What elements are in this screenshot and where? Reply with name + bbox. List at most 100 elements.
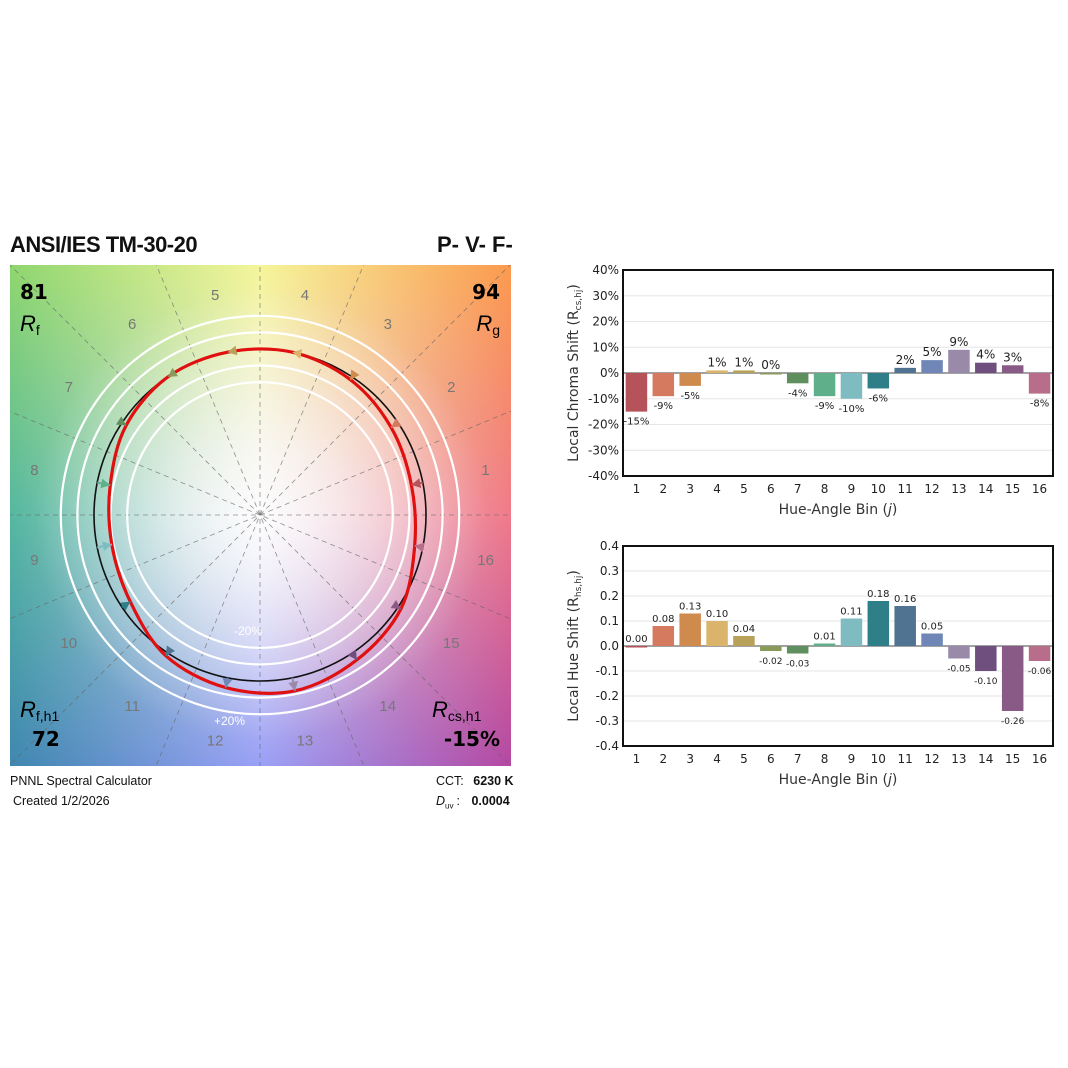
x-tick-label: 4 <box>713 482 721 496</box>
chroma-arrow <box>167 367 179 377</box>
x-tick-label: 11 <box>898 752 913 766</box>
data-label-16: -0.06 <box>1028 667 1052 677</box>
chroma-arrow <box>349 369 360 381</box>
x-tick-label: 8 <box>821 752 829 766</box>
data-label-13: 9% <box>949 335 968 349</box>
x-tick-label: 12 <box>924 752 939 766</box>
spoke-line <box>10 411 511 620</box>
reference-rings <box>59 314 461 716</box>
rcsh1-value: -15% <box>444 727 500 751</box>
bar-11 <box>894 367 916 373</box>
y-tick-label: -20% <box>588 418 619 432</box>
x-axis-label: Hue-Angle Bin (j) <box>779 502 898 518</box>
x-tick-label: 1 <box>633 482 641 496</box>
rg-label: Rg <box>476 311 500 338</box>
bar-7 <box>786 373 809 384</box>
hue-bin-spokes <box>10 265 511 766</box>
bin-label-4: 4 <box>301 287 309 304</box>
bar-3 <box>679 613 701 646</box>
x-tick-label: 14 <box>978 482 993 496</box>
chroma-arrow <box>96 541 113 552</box>
y-tick-label: -40% <box>588 469 619 483</box>
bar-8 <box>813 373 836 397</box>
y-tick-label: -30% <box>588 443 619 457</box>
duv-label: D <box>436 794 446 808</box>
ring-circle <box>126 381 394 649</box>
rf-label: Rf <box>20 311 40 338</box>
bar-6 <box>760 646 782 651</box>
plot-frame <box>622 545 1054 747</box>
y-tick-label: 30% <box>592 289 619 303</box>
bar-4 <box>706 370 728 373</box>
bin-label-5: 5 <box>211 287 219 304</box>
spoke-line <box>156 265 365 766</box>
bar-2 <box>652 373 675 397</box>
y-tick-label: -0.2 <box>596 689 619 703</box>
y-tick-label: 0.3 <box>600 564 619 578</box>
y-tick-label: 20% <box>592 315 619 329</box>
bar-5 <box>733 636 755 646</box>
data-label-14: -0.10 <box>974 677 998 687</box>
bin-label-16: 16 <box>477 552 494 569</box>
ring-label-plus: +20% <box>214 714 245 728</box>
x-tick-label: 3 <box>686 752 694 766</box>
bar-12 <box>921 633 943 646</box>
duv-readout: Duv: 0.0004 <box>436 794 510 811</box>
x-tick-label: 6 <box>767 482 775 496</box>
x-tick-label: 3 <box>686 482 694 496</box>
plot-frame <box>622 269 1054 477</box>
chroma-arrow <box>120 600 131 611</box>
x-tick-label: 11 <box>898 482 913 496</box>
data-label-16: -8% <box>1030 399 1049 410</box>
bar-10 <box>867 373 890 389</box>
x-tick-label: 9 <box>848 752 856 766</box>
created-date: Created 1/2/2026 <box>13 794 110 808</box>
x-tick-label: 15 <box>1005 482 1020 496</box>
bar-1 <box>625 646 648 648</box>
x-tick-label: 15 <box>1005 752 1020 766</box>
chroma-shift-chart: -40%-30%-20%-10%0%10%20%30%40%-15%1-9%2-… <box>566 263 1054 518</box>
bar-4 <box>706 621 728 646</box>
bar-1 <box>625 373 648 412</box>
bar-8 <box>813 643 836 646</box>
data-label-4: 0.10 <box>706 609 728 620</box>
calculator-name: PNNL Spectral Calculator <box>10 774 152 788</box>
data-label-8: 0.01 <box>813 632 835 643</box>
bar-14 <box>975 646 997 671</box>
bin-label-1: 1 <box>481 462 489 479</box>
y-tick-label: -0.4 <box>596 739 619 753</box>
bin-label-14: 14 <box>379 698 396 715</box>
data-label-9: 0.11 <box>840 607 862 618</box>
x-tick-label: 12 <box>924 482 939 496</box>
duv-value: 0.0004 <box>471 794 510 808</box>
chroma-shift-arrows <box>96 345 425 692</box>
x-tick-label: 10 <box>871 752 886 766</box>
data-label-7: -0.03 <box>786 660 809 670</box>
hue-shift-chart: -0.4 -0.3 -0.2 -0.1 0.0 0.1 0.2 0.3 0.4 0.00 1 0.08… <box>566 539 1054 788</box>
x-tick-label: 9 <box>848 482 856 496</box>
duv-label-sub: uv <box>445 801 454 811</box>
bar-15 <box>1001 646 1024 711</box>
x-tick-label: 10 <box>871 482 886 496</box>
y-tick-label: 0% <box>600 366 619 380</box>
x-tick-label: 1 <box>633 752 641 766</box>
y-tick-label: 0.0 <box>600 639 619 653</box>
data-label-1: 0.00 <box>625 634 647 645</box>
data-label-2: 0.08 <box>652 614 674 625</box>
pvf-rating: P- V- F- <box>437 232 513 257</box>
bin-label-10: 10 <box>60 635 77 652</box>
spoke-line <box>10 410 511 619</box>
chroma-arrow <box>411 478 424 488</box>
data-label-11: 0.16 <box>894 594 916 605</box>
y-axis-label: Local Chroma Shift (Rcs,hj) <box>566 284 584 462</box>
chroma-arrow <box>96 478 111 489</box>
data-label-12: 5% <box>923 345 942 359</box>
y-tick-label: 40% <box>592 263 619 277</box>
chroma-arrow <box>292 349 303 359</box>
bin-label-15: 15 <box>443 635 460 652</box>
rfh1-value: 72 <box>32 727 60 751</box>
bin-label-12: 12 <box>207 733 224 750</box>
chroma-arrow <box>227 345 238 356</box>
ring-circle <box>109 364 411 666</box>
